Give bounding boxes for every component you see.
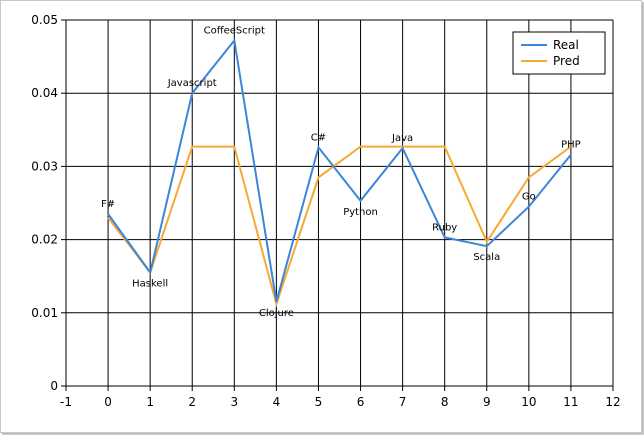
- y-tick-label: 0: [50, 379, 58, 393]
- x-tick-label: 9: [483, 395, 491, 409]
- x-tick-label: -1: [60, 395, 72, 409]
- point-label: C#: [311, 132, 326, 143]
- x-tick-label: 3: [230, 395, 238, 409]
- legend-box: [512, 31, 606, 75]
- point-label: PHP: [561, 140, 581, 151]
- x-tick-label: 8: [441, 395, 449, 409]
- point-label: Haskell: [132, 279, 168, 290]
- grid-lines: [66, 19, 614, 386]
- point-label: CoffeeScript: [204, 25, 265, 36]
- y-tick-label: 0.03: [31, 159, 58, 173]
- point-label: Scala: [473, 252, 500, 263]
- series-lines: [107, 38, 572, 308]
- point-label: F#: [101, 199, 115, 210]
- x-tick-label: 5: [315, 395, 323, 409]
- legend-label: Pred: [553, 54, 580, 68]
- y-tick-label: 0.05: [31, 13, 58, 27]
- point-label: Javascript: [167, 78, 217, 89]
- point-label: Clojure: [259, 308, 294, 319]
- x-tick-label: 6: [357, 395, 365, 409]
- point-label: Go: [522, 192, 536, 203]
- x-tick-label: 7: [399, 395, 407, 409]
- y-tick-label: 0.01: [31, 306, 58, 320]
- x-tick-label: 2: [188, 395, 196, 409]
- x-tick-label: 4: [273, 395, 281, 409]
- point-labels: F# Haskell Javascript CoffeeScript Clojure C#…: [101, 25, 581, 318]
- x-tick-label: 11: [563, 395, 578, 409]
- x-tick-label: 10: [521, 395, 536, 409]
- y-tick-label: 0.02: [31, 233, 58, 247]
- series-line-pred: [107, 145, 572, 308]
- x-tick-label: 12: [605, 395, 620, 409]
- point-label: Java: [391, 133, 413, 144]
- point-label: Python: [343, 207, 378, 218]
- point-label: Ruby: [432, 222, 457, 233]
- x-tick-label: 0: [104, 395, 112, 409]
- series-line-real: [107, 38, 572, 303]
- x-tick-label: 1: [146, 395, 154, 409]
- legend: Real Pred: [512, 31, 606, 75]
- legend-label: Real: [553, 38, 579, 52]
- y-tick-label: 0.04: [31, 86, 58, 100]
